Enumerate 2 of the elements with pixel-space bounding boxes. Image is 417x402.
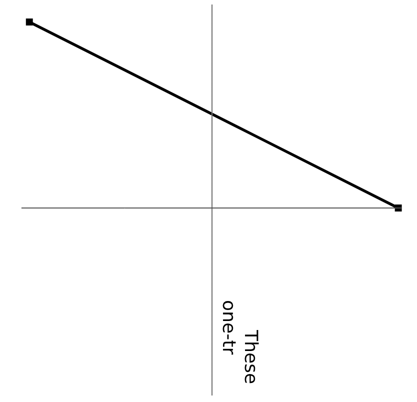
text: one-tr (222, 300, 236, 355)
text: These (244, 330, 259, 384)
